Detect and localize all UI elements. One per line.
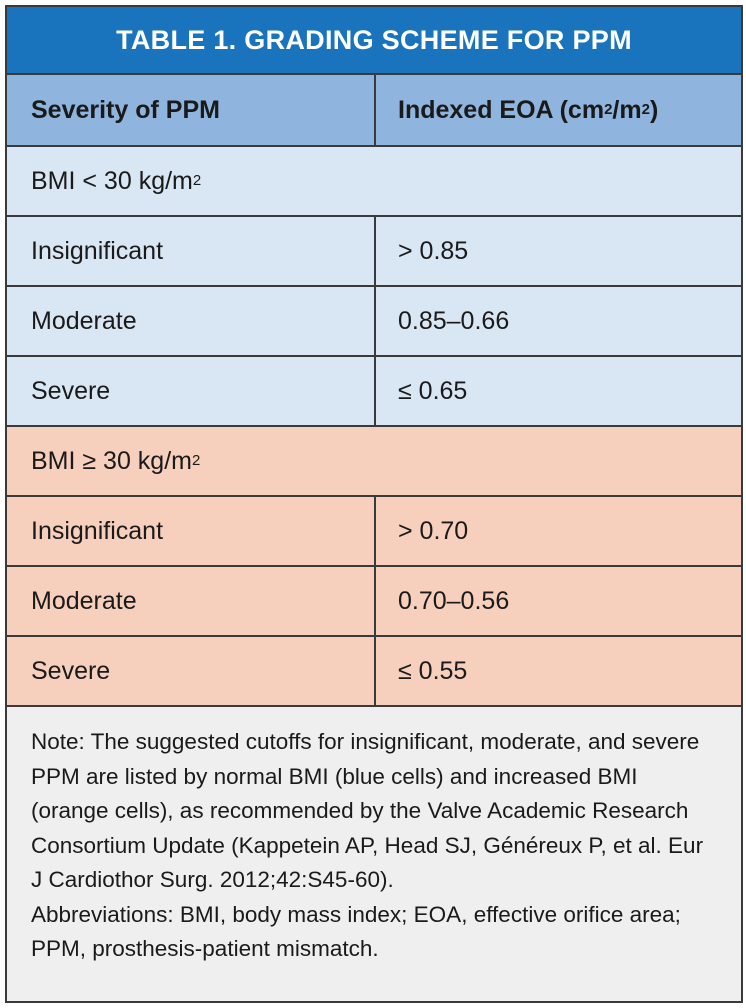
table-title: TABLE 1. GRADING SCHEME FOR PPM (7, 7, 741, 75)
table-row: Moderate 0.85–0.66 (7, 287, 741, 357)
grading-table: TABLE 1. GRADING SCHEME FOR PPM Severity… (5, 5, 743, 1003)
eoa-cell: > 0.70 (398, 516, 469, 545)
eoa-cell: 0.85–0.66 (398, 306, 510, 335)
severity-cell: Insignificant (7, 217, 376, 285)
table-row: Insignificant > 0.85 (7, 217, 741, 287)
eoa-cell: ≤ 0.65 (398, 376, 468, 405)
note-text: Note: The suggested cutoffs for insignif… (31, 729, 704, 892)
table-footnote: Note: The suggested cutoffs for insignif… (7, 707, 741, 967)
group-label-cell: BMI < 30 kg/m 2 (31, 166, 202, 195)
header-severity: Severity of PPM (7, 75, 376, 145)
group-label-text: BMI < 30 kg/m (31, 166, 193, 195)
group-label-text: BMI ≥ 30 kg/m (31, 446, 192, 475)
eoa-cell: > 0.85 (398, 236, 469, 265)
group-label-cell: BMI ≥ 30 kg/m 2 (31, 446, 201, 475)
eoa-cell: 0.70–0.56 (398, 586, 510, 615)
eoa-cell: ≤ 0.55 (398, 656, 468, 685)
severity-cell: Severe (7, 357, 376, 425)
header-row: Severity of PPM Indexed EOA (cm 2/m 2) (7, 75, 741, 147)
header-eoa-end: ) (649, 95, 659, 124)
severity-cell: Moderate (7, 567, 376, 635)
table-row: Moderate 0.70–0.56 (7, 567, 741, 637)
group-label-increased-bmi: BMI ≥ 30 kg/m 2 (7, 427, 741, 497)
group-label-normal-bmi: BMI < 30 kg/m 2 (7, 147, 741, 217)
severity-cell: Insignificant (7, 497, 376, 565)
header-eoa-mid: /m (612, 95, 642, 124)
table-row: Severe ≤ 0.65 (7, 357, 741, 427)
header-eoa: Indexed EOA (cm 2/m 2) (398, 95, 659, 124)
table-row: Severe ≤ 0.55 (7, 637, 741, 707)
abbreviations-text: Abbreviations: BMI, body mass index; EOA… (31, 901, 681, 962)
severity-cell: Moderate (7, 287, 376, 355)
severity-cell: Severe (7, 637, 376, 705)
header-eoa-text: Indexed EOA (cm (398, 95, 605, 124)
table-row: Insignificant > 0.70 (7, 497, 741, 567)
